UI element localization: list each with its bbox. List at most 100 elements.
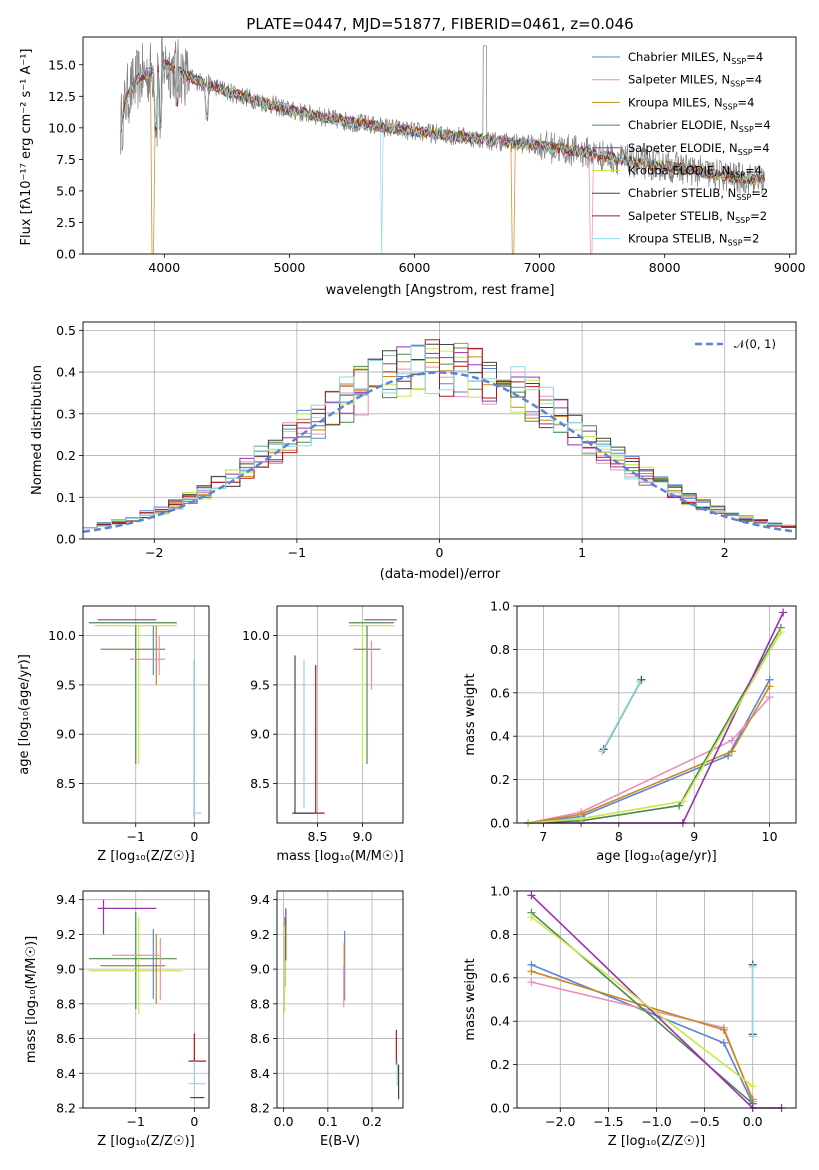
x-tick-label: 9.0 <box>353 829 373 844</box>
mass-vs-ebv-grid <box>277 891 403 1109</box>
x-tick-label: 5000 <box>273 260 305 275</box>
y-tick-label: 0.0 <box>490 1101 510 1116</box>
spectrum-legend: Chabrier MILES, NSSP=4 Salpeter MILES, NS… <box>592 50 771 248</box>
y-tick-label: 9.0 <box>250 727 270 742</box>
x-tick-label: 0 <box>190 1114 198 1129</box>
age-vs-mass-axes-frame <box>276 605 404 824</box>
residuals-ylabel: Normed distribution <box>30 365 45 495</box>
spectrum-panel: PLATE=0447, MJD=51877, FIBERID=0461, z=0… <box>19 15 806 298</box>
x-tick-label: −0.5 <box>689 1114 719 1129</box>
mass-vs-ebv-panel: 0.0 0.1 0.2 8.2 8.4 8.6 8.8 9.0 9.2 9.4 E(B-V) <box>250 890 404 1149</box>
mass-weight-line <box>528 679 771 824</box>
legend-label: Chabrier ELODIE, NSSP=4 <box>628 118 771 134</box>
age-vs-mass-panel: 8.5 9.0 8.5 9.0 9.5 10.0 mass [log₁₀(M/M☉)] <box>242 605 404 864</box>
legend-label: Salpeter MILES, NSSP=4 <box>628 73 762 89</box>
massweight-vs-z-panel: −2.0 −1.5 −1.0 −0.5 0.0 0.0 0.2 0.4 0.6 0.8 1.0 Z [… <box>463 884 797 1149</box>
massweight-vs-z-ticks: −2.0 −1.5 −1.0 −0.5 0.0 0.0 0.2 0.4 0.6 0.8 1.0 <box>490 884 763 1130</box>
y-tick-label: 9.4 <box>56 892 76 907</box>
massweight-vs-z-marks <box>527 891 786 1112</box>
mass-weight-marker <box>779 608 788 617</box>
spectrum-xlabel: wavelength [Angstrom, rest frame] <box>326 283 555 298</box>
y-tick-label: 9.0 <box>56 962 76 977</box>
massweight-vs-z-ylabel: mass weight <box>463 958 478 1040</box>
y-tick-label: 0.4 <box>490 729 510 744</box>
normal-reference-curve <box>82 371 797 533</box>
mass-weight-line <box>530 916 754 1087</box>
mass-weight-marker <box>577 814 586 823</box>
x-tick-label: 0.2 <box>362 1114 382 1129</box>
mass-weight-line <box>601 681 641 752</box>
spectrum-traces <box>120 37 765 254</box>
y-tick-label: 0.3 <box>56 406 76 421</box>
massweight-vs-age-axes-frame <box>516 605 797 824</box>
x-tick-label: 8.5 <box>308 829 328 844</box>
mass-weight-marker <box>527 967 536 976</box>
age-vs-z-axes-frame <box>82 605 210 824</box>
mass-weight-marker <box>748 1032 757 1041</box>
y-tick-label: 0.2 <box>490 1057 510 1072</box>
mass-weight-marker <box>748 962 757 971</box>
mass-vs-ebv-axes-frame <box>276 890 404 1109</box>
y-tick-label: 8.2 <box>56 1101 76 1116</box>
mass-vs-ebv-marks <box>283 908 400 1100</box>
y-tick-label: 0.2 <box>490 772 510 787</box>
residuals-panel: −2 −1 0 1 2 0.0 0.1 0.2 0.3 0.4 0.5 (data-model)/e… <box>30 321 797 582</box>
legend-label: Salpeter STELIB, NSSP=2 <box>628 209 767 225</box>
model-spectrum-line <box>120 60 765 254</box>
age-vs-z-xlabel: Z [log₁₀(Z/Z☉)] <box>97 849 194 864</box>
spectrum-ylabel: Flux [fλ10⁻¹⁷ erg cm⁻² s⁻¹ A⁻¹] <box>19 49 34 246</box>
residuals-axes-frame <box>82 321 797 540</box>
legend-label: Salpeter ELODIE, NSSP=4 <box>628 141 770 157</box>
x-tick-label: −1 <box>127 829 145 844</box>
y-tick-label: 8.6 <box>250 1031 270 1046</box>
residuals-xlabel: (data-model)/error <box>380 567 501 582</box>
x-tick-label: −1 <box>127 1114 145 1129</box>
massweight-vs-age-xlabel: age [log₁₀(age/yr)] <box>596 849 717 864</box>
y-tick-label: 0.4 <box>56 365 76 380</box>
mass-weight-marker <box>719 1038 728 1047</box>
mass-weight-marker <box>635 677 644 686</box>
age-vs-z-ylabel: age [log₁₀(age/yr)] <box>17 654 32 775</box>
x-tick-label: 4000 <box>148 260 180 275</box>
mass-weight-marker <box>765 693 774 702</box>
mass-weight-marker <box>765 682 774 691</box>
y-tick-label: 0.0 <box>490 816 510 831</box>
normal-legend-label: 𝒩(0, 1) <box>734 337 776 351</box>
legend-label: Chabrier MILES, NSSP=4 <box>628 50 763 66</box>
y-tick-label: 7.5 <box>56 152 76 167</box>
x-tick-label: −2.0 <box>545 1114 575 1129</box>
massweight-vs-age-ticks: 7 8 9 10 0.0 0.2 0.4 0.6 0.8 1.0 <box>490 599 777 845</box>
x-tick-label: −1.5 <box>593 1114 623 1129</box>
y-tick-label: 5.0 <box>56 183 76 198</box>
y-tick-label: 8.4 <box>56 1066 76 1081</box>
age-vs-mass-marks <box>292 619 397 814</box>
y-tick-label: 0.8 <box>490 642 510 657</box>
y-tick-label: 0.1 <box>56 490 76 505</box>
mass-vs-ebv-xlabel: E(B-V) <box>320 1134 360 1149</box>
mass-weight-marker <box>776 628 785 637</box>
mass-weight-marker <box>727 736 736 745</box>
y-tick-label: 0.2 <box>56 448 76 463</box>
y-tick-label: 15.0 <box>48 57 76 72</box>
mass-vs-z-xlabel: Z [log₁₀(Z/Z☉)] <box>97 1134 194 1149</box>
x-tick-label: 10 <box>762 829 778 844</box>
mass-weight-marker <box>719 1025 728 1034</box>
x-tick-label: −1 <box>288 545 306 560</box>
mass-vs-z-ylabel: mass [log₁₀(M/M☉)] <box>24 936 39 1063</box>
age-vs-z-ticks: −1 0 8.5 9.0 9.5 10.0 <box>48 628 198 844</box>
y-tick-label: 1.0 <box>490 884 510 899</box>
x-tick-label: 0.1 <box>318 1114 338 1129</box>
age-vs-z-marks <box>88 619 202 819</box>
y-tick-label: 8.4 <box>250 1066 270 1081</box>
mass-weight-marker <box>527 978 536 987</box>
mass-vs-z-ticks: −1 0 8.2 8.4 8.6 8.8 9.0 9.2 9.4 <box>56 892 198 1129</box>
x-tick-label: 9 <box>690 829 698 844</box>
age-vs-mass-ticks: 8.5 9.0 8.5 9.0 9.5 10.0 <box>242 628 372 844</box>
x-tick-label: 7000 <box>524 260 556 275</box>
mass-weight-marker <box>527 891 536 900</box>
massweight-vs-age-panel: 7 8 9 10 0.0 0.2 0.4 0.6 0.8 1.0 age [log₁₀(age/yr… <box>463 599 797 864</box>
age-vs-mass-xlabel: mass [log₁₀(M/M☉)] <box>276 849 403 864</box>
y-tick-label: 9.5 <box>56 677 76 692</box>
